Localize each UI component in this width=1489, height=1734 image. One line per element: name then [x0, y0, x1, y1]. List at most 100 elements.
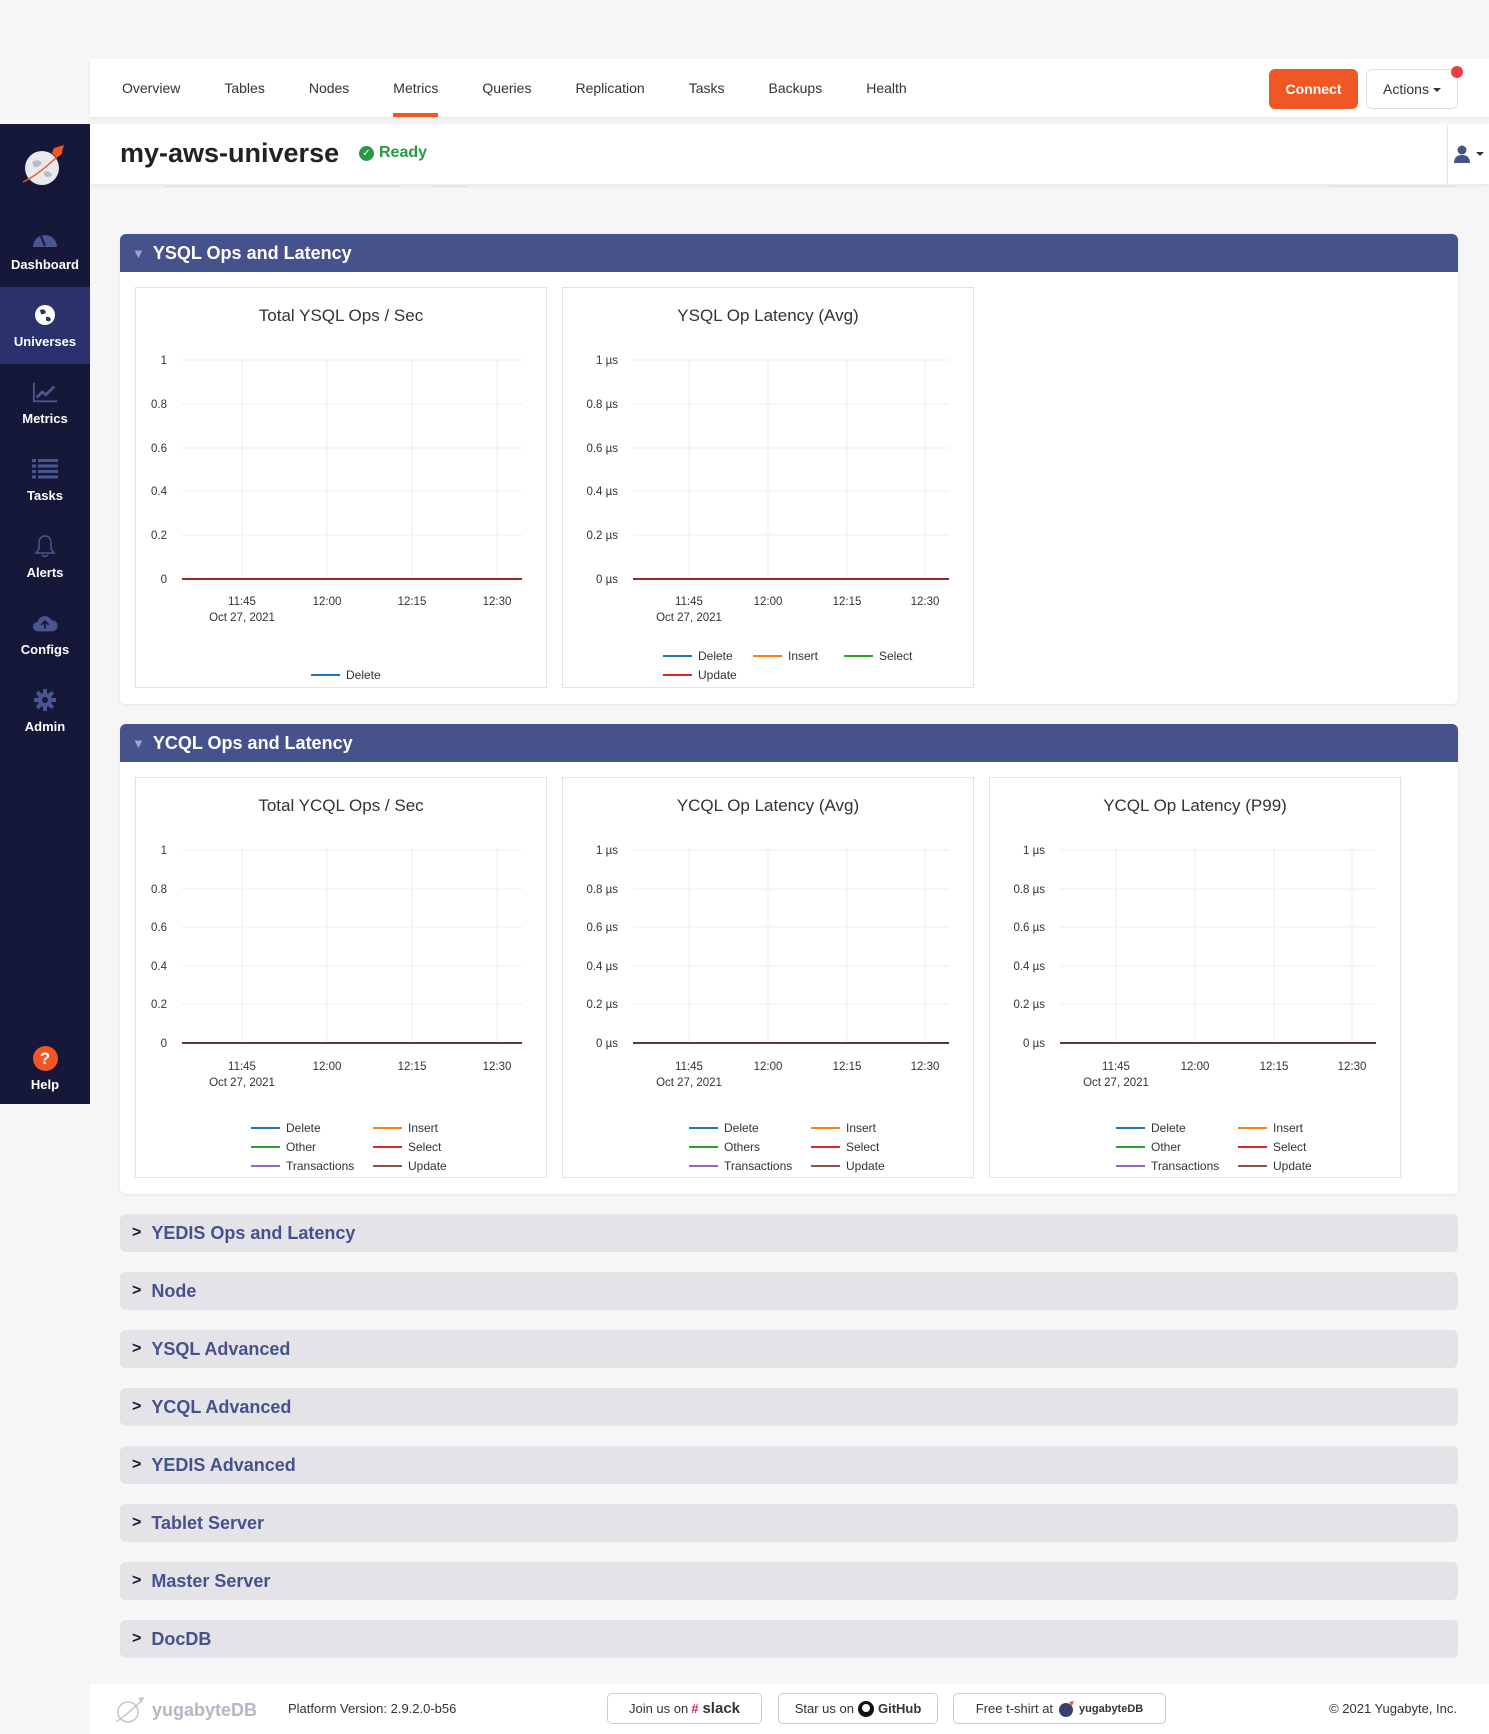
tab-replication[interactable]: Replication — [575, 59, 644, 117]
sidebar-item-label: Admin — [24, 719, 66, 734]
svg-text:11:45: 11:45 — [228, 596, 256, 608]
svg-text:0 µs: 0 µs — [596, 574, 618, 586]
tab-queries[interactable]: Queries — [482, 59, 531, 117]
section-tablet-server[interactable]: > Tablet Server — [120, 1504, 1458, 1542]
legend-item[interactable]: Delete — [251, 1121, 321, 1135]
legend-label: Other — [1151, 1140, 1182, 1154]
legend-item[interactable]: Others — [689, 1140, 760, 1154]
yugabyte-logo[interactable] — [0, 124, 90, 210]
slack-name: slack — [702, 1700, 741, 1717]
tab-tables[interactable]: Tables — [224, 59, 264, 117]
legend-item[interactable]: Select — [1238, 1140, 1306, 1154]
chevron-down-icon: ▼ — [132, 245, 145, 261]
legend-item[interactable]: Insert — [753, 649, 818, 663]
sidebar-item-admin[interactable]: Admin — [0, 672, 90, 749]
tab-metrics[interactable]: Metrics — [393, 59, 439, 117]
dashboard-gauge-icon — [32, 225, 58, 251]
tab-label: Metrics — [393, 80, 439, 96]
section-master-server[interactable]: > Master Server — [120, 1562, 1458, 1600]
legend-label: Delete — [286, 1121, 321, 1135]
tshirt-link-button[interactable]: Free t-shirt at yugabyteDB — [953, 1693, 1166, 1724]
tab-tasks[interactable]: Tasks — [689, 59, 725, 117]
tab-backups[interactable]: Backups — [769, 59, 823, 117]
sidebar-item-dashboard[interactable]: Dashboard — [0, 210, 90, 287]
user-menu-button[interactable] — [1447, 124, 1489, 184]
github-link-button[interactable]: Star us on GitHub — [778, 1693, 938, 1724]
actions-dropdown-button[interactable]: Actions — [1366, 69, 1458, 109]
legend-label: Delete — [724, 1121, 759, 1135]
section-yedis-advanced[interactable]: > YEDIS Advanced — [120, 1446, 1458, 1484]
section-ysql-advanced[interactable]: > YSQL Advanced — [120, 1330, 1458, 1368]
legend-item[interactable]: Select — [844, 649, 912, 663]
sidebar-item-alerts[interactable]: Alerts — [0, 518, 90, 595]
legend-item[interactable]: Insert — [811, 1121, 876, 1135]
gear-icon — [32, 687, 58, 713]
help-button[interactable]: ? Help — [0, 1046, 90, 1092]
ycql-panel-header[interactable]: ▼ YCQL Ops and Latency — [120, 724, 1458, 762]
legend-item[interactable]: Delete — [1116, 1121, 1186, 1135]
legend-item[interactable]: Delete — [663, 649, 733, 663]
tab-label: Overview — [122, 80, 181, 96]
chevron-right-icon: > — [132, 1456, 142, 1473]
section-yedis-ops[interactable]: > YEDIS Ops and Latency — [120, 1214, 1458, 1252]
tab-health[interactable]: Health — [866, 59, 906, 117]
tab-nodes[interactable]: Nodes — [309, 59, 349, 117]
svg-text:1: 1 — [161, 845, 167, 857]
legend-item[interactable]: Update — [1238, 1159, 1312, 1173]
tab-overview[interactable]: Overview — [122, 59, 180, 117]
legend-item[interactable]: Transactions — [1116, 1159, 1219, 1173]
chevron-down-icon: ▼ — [132, 735, 145, 751]
yugabyte-logo-icon — [115, 1697, 144, 1723]
sidebar: Dashboard Universes Metrics Tasks Alerts… — [0, 124, 90, 1104]
legend-swatch — [373, 1146, 402, 1148]
legend-item[interactable]: Insert — [373, 1121, 438, 1135]
svg-text:0.6: 0.6 — [151, 922, 167, 934]
github-icon — [857, 1700, 874, 1717]
legend-item[interactable]: Delete — [689, 1121, 759, 1135]
caret-down-icon — [1432, 88, 1441, 93]
filter-control-edge — [1330, 186, 1458, 187]
line-chart-plot: 1 0.8 0.6 0.4 0.2 0 11:45 Oct 27, 2021 12:00 12:… — [151, 355, 522, 624]
legend-item[interactable]: Other — [251, 1140, 316, 1154]
sidebar-item-tasks[interactable]: Tasks — [0, 441, 90, 518]
chart-title: Total YCQL Ops / Sec — [258, 796, 424, 815]
connect-button[interactable]: Connect — [1269, 69, 1358, 109]
ysql-panel-header[interactable]: ▼ YSQL Ops and Latency — [120, 234, 1458, 272]
tab-label: Nodes — [308, 80, 350, 96]
svg-text:12:30: 12:30 — [483, 1061, 512, 1073]
legend-swatch — [689, 1165, 718, 1167]
line-chart-plot: 1 µs 0.8 µs 0.6 µs 0.4 µs 0.2 µs 0 µs 11:45 Oc… — [1013, 845, 1376, 1089]
svg-text:0.6 µs: 0.6 µs — [586, 443, 618, 455]
chart-total-ysql-ops: Total YSQL Ops / Sec 1 0.8 0.6 0.4 0.2 0 11:4… — [135, 287, 547, 688]
svg-text:0.6 µs: 0.6 µs — [1013, 922, 1045, 934]
legend-item[interactable]: Update — [373, 1159, 447, 1173]
section-node[interactable]: > Node — [120, 1272, 1458, 1310]
legend-item[interactable]: Delete — [311, 668, 381, 682]
legend-item[interactable]: Update — [811, 1159, 885, 1173]
sidebar-item-configs[interactable]: Configs — [0, 595, 90, 672]
legend-item[interactable]: Update — [663, 668, 737, 682]
svg-text:12:30: 12:30 — [911, 596, 940, 608]
svg-text:11:45: 11:45 — [675, 1061, 703, 1073]
legend-swatch — [811, 1127, 840, 1129]
sidebar-item-metrics[interactable]: Metrics — [0, 364, 90, 441]
chart-ysql-latency-avg: YSQL Op Latency (Avg) 1 µs 0.8 µs 0.6 µs 0.… — [562, 287, 974, 688]
line-chart-plot: 1 µs 0.8 µs 0.6 µs 0.4 µs 0.2 µs 0 µs 11:45 Oc… — [586, 355, 949, 624]
slack-link-button[interactable]: Join us on # slack — [607, 1693, 762, 1724]
svg-text:0 µs: 0 µs — [596, 1038, 618, 1050]
legend-item[interactable]: Select — [811, 1140, 879, 1154]
legend-item[interactable]: Insert — [1238, 1121, 1303, 1135]
legend-swatch — [311, 674, 340, 676]
tshirt-prefix: Free t-shirt at — [975, 1701, 1054, 1716]
legend-item[interactable]: Other — [1116, 1140, 1181, 1154]
status-text: Ready — [379, 144, 428, 161]
legend-item[interactable]: Transactions — [251, 1159, 354, 1173]
legend-label: Insert — [408, 1121, 439, 1135]
section-ycql-advanced[interactable]: > YCQL Advanced — [120, 1388, 1458, 1426]
section-docdb[interactable]: > DocDB — [120, 1620, 1458, 1658]
sidebar-item-universes[interactable]: Universes — [0, 287, 90, 364]
svg-text:0.8 µs: 0.8 µs — [586, 399, 618, 411]
legend-item[interactable]: Transactions — [689, 1159, 792, 1173]
legend-item[interactable]: Select — [373, 1140, 441, 1154]
slack-icon: # — [691, 1701, 699, 1716]
